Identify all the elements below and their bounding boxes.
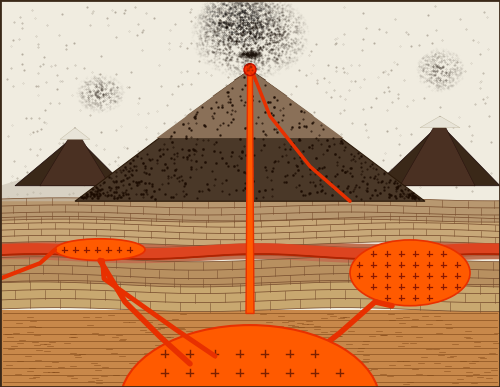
Polygon shape — [0, 0, 500, 201]
Polygon shape — [375, 124, 500, 186]
Polygon shape — [0, 198, 500, 222]
Polygon shape — [0, 257, 500, 287]
Polygon shape — [250, 70, 425, 201]
Polygon shape — [186, 70, 314, 116]
Polygon shape — [156, 70, 344, 138]
Polygon shape — [234, 70, 266, 80]
Polygon shape — [212, 70, 288, 96]
Polygon shape — [0, 170, 200, 201]
Ellipse shape — [55, 239, 145, 260]
Polygon shape — [0, 310, 500, 387]
Polygon shape — [0, 243, 500, 260]
Polygon shape — [0, 240, 500, 263]
Polygon shape — [75, 70, 425, 201]
Polygon shape — [60, 128, 90, 139]
Polygon shape — [246, 70, 254, 313]
Ellipse shape — [120, 325, 380, 387]
Polygon shape — [0, 216, 500, 246]
Polygon shape — [40, 128, 110, 186]
Ellipse shape — [350, 240, 470, 306]
Circle shape — [244, 63, 256, 76]
Polygon shape — [420, 116, 460, 128]
Polygon shape — [15, 135, 125, 186]
Polygon shape — [0, 281, 500, 312]
Polygon shape — [400, 116, 475, 186]
